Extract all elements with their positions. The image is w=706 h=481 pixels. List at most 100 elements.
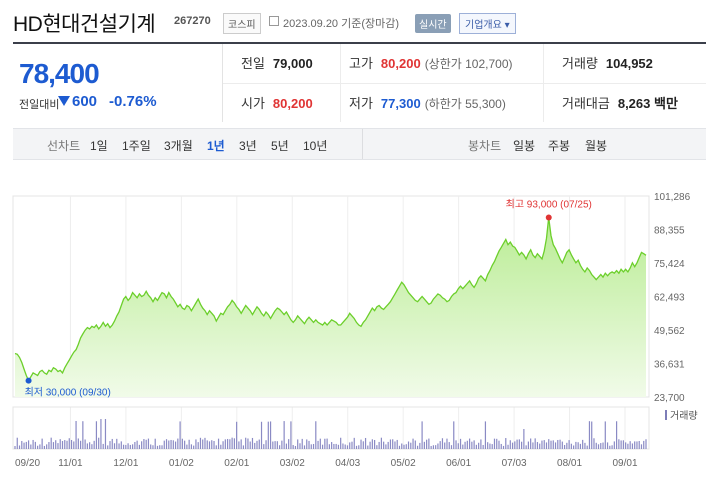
volume-bar [251, 437, 254, 449]
volume-bar [240, 439, 242, 449]
volume-bar [127, 443, 129, 449]
volume-bar [122, 444, 125, 449]
volume-bar [543, 440, 545, 449]
volume-bar [471, 441, 473, 449]
volume-bar [163, 440, 165, 449]
volume-bar [274, 441, 276, 449]
volume-bar [231, 437, 233, 449]
x-tick-label: 01/02 [169, 458, 194, 469]
volume-bar [195, 439, 197, 449]
volume-bar [188, 439, 190, 449]
volume-bar [68, 438, 70, 449]
volume-bar [525, 445, 527, 449]
volume-bar [59, 439, 61, 449]
max-point [545, 214, 552, 221]
volume-bar [371, 439, 373, 449]
price-change: 600 [58, 93, 97, 110]
price-area [15, 217, 646, 397]
volume-bar [625, 442, 627, 449]
volume-bar [258, 439, 260, 449]
down-triangle-icon [58, 96, 70, 106]
period-10y[interactable]: 10년 [303, 139, 328, 153]
volume-bar [545, 442, 548, 449]
period-1y[interactable]: 1년 [207, 139, 225, 153]
volume-bar [335, 443, 337, 449]
volume-bar [245, 437, 247, 449]
candle-weekly[interactable]: 주봉 [548, 139, 571, 153]
volume-bar [539, 443, 541, 449]
volume-frame [12, 406, 650, 450]
volume-bar [478, 442, 480, 449]
volume-bar [186, 444, 188, 449]
candle-monthly[interactable]: 월봉 [585, 139, 608, 153]
volume-bar [559, 439, 561, 449]
volume-bar [324, 438, 326, 449]
volume-bar [37, 445, 39, 449]
stats-divider [223, 83, 706, 84]
volume-bar [184, 440, 186, 449]
stat-amount: 거래대금 8,263 백만 [562, 96, 678, 111]
volume-bar [613, 441, 615, 449]
volume-bar [84, 439, 86, 449]
stat-prev: 전일 79,000 [241, 56, 313, 71]
x-tick-label: 07/03 [502, 458, 527, 469]
period-5y[interactable]: 5년 [271, 139, 289, 153]
volume-bar [46, 444, 48, 449]
period-3y[interactable]: 3년 [239, 139, 257, 153]
volume-bar [450, 445, 453, 449]
stock-code: 267270 [174, 15, 211, 27]
volume-bar [498, 440, 500, 449]
volume-bar [143, 439, 145, 449]
volume-bar [473, 440, 475, 449]
volume-bar [25, 441, 27, 449]
volume-bar [14, 446, 16, 449]
period-1w[interactable]: 1주일 [122, 139, 151, 153]
volume-bar [197, 442, 199, 449]
volume-bar [91, 444, 93, 449]
volume-bar [156, 445, 159, 449]
period-1d[interactable]: 1일 [90, 139, 108, 153]
volume-bar [640, 444, 643, 449]
volume-bar [312, 443, 315, 449]
volume-bar [267, 421, 269, 449]
volume-bar [618, 439, 620, 449]
volume-bar [349, 442, 351, 449]
volume-bar [229, 439, 231, 449]
volume-bar [61, 440, 64, 449]
realtime-button[interactable]: 실시간 [415, 14, 451, 33]
volume-bar [634, 441, 636, 449]
volume-bar [181, 438, 183, 449]
volume-bar [627, 443, 629, 449]
x-tick-label: 08/01 [557, 458, 582, 469]
volume-bar [392, 439, 394, 449]
volume-bar [138, 444, 140, 449]
volume-bar [48, 442, 50, 449]
volume-bar [364, 437, 367, 449]
volume-bar [233, 438, 235, 449]
volume-bar [107, 445, 109, 449]
volume-bar [152, 445, 154, 449]
volume-bar [435, 445, 437, 449]
line-chart-label: 선차트 [47, 139, 81, 153]
company-overview-dropdown[interactable]: 기업개요 ▾ [459, 13, 516, 34]
price-date: 2023.09.20 기준(장마감) [283, 18, 400, 30]
volume-bar [426, 439, 428, 449]
volume-bar [536, 442, 539, 449]
candle-daily[interactable]: 일봉 [513, 139, 536, 153]
volume-bar [620, 440, 622, 449]
volume-bar [150, 444, 152, 449]
x-tick-label: 06/01 [446, 458, 471, 469]
volume-bar [269, 421, 272, 449]
volume-bar [645, 439, 647, 449]
volume-bar [333, 443, 335, 449]
period-3m[interactable]: 3개월 [164, 139, 193, 153]
min-label: 최저 30,000 (09/30) [25, 387, 111, 399]
volume-bar [95, 421, 98, 449]
volume-bar [455, 440, 457, 449]
volume-bar [586, 445, 588, 449]
volume-bar [432, 445, 435, 449]
volume-bar [573, 445, 575, 449]
volume-bar [281, 440, 283, 449]
volume-bar [276, 441, 278, 449]
volume-bar [147, 438, 150, 449]
